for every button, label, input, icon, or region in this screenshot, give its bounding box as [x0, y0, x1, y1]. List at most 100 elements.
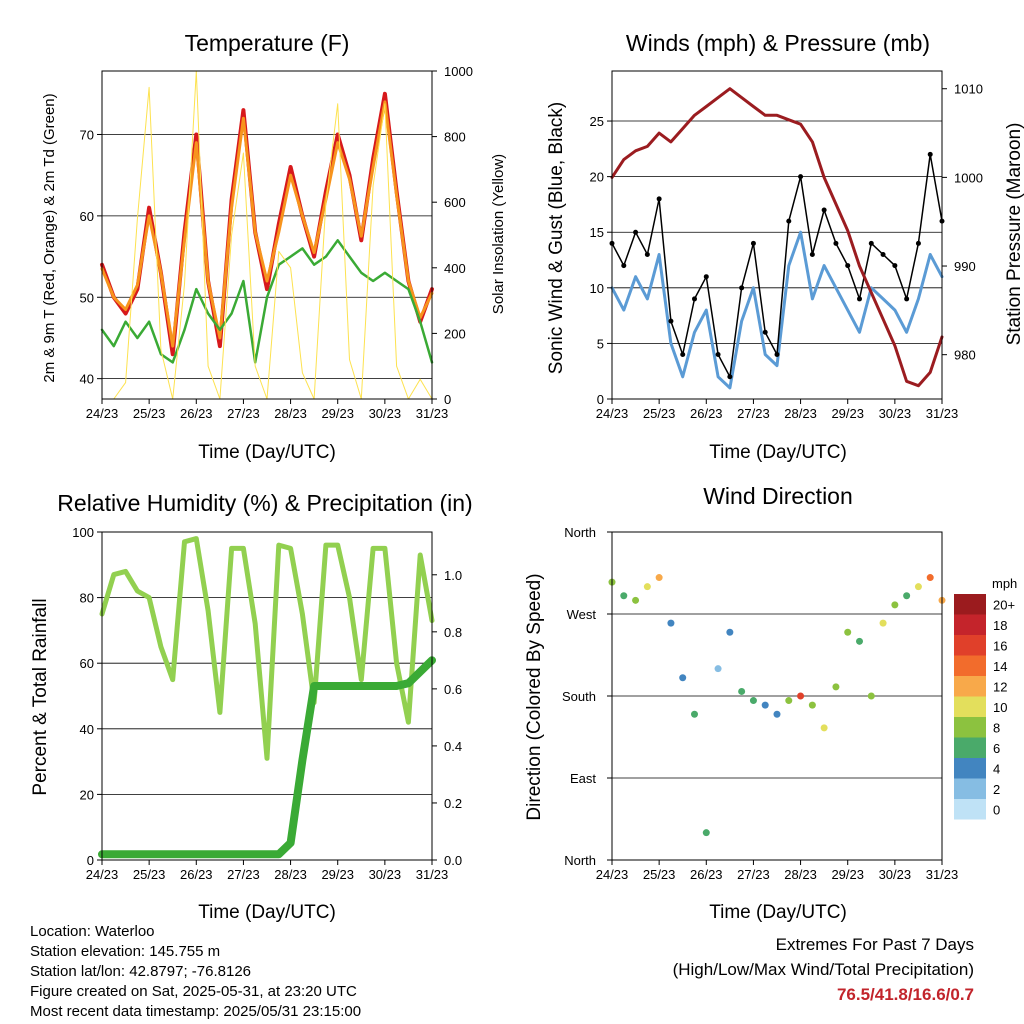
x-tick-label: 24/23	[86, 867, 119, 882]
y-tick-label: 80	[80, 591, 94, 606]
y-right-tick-label: 0.6	[444, 682, 462, 697]
y-right-tick-label: 1000	[444, 64, 473, 79]
y-tick-label: 40	[80, 372, 94, 387]
y-tick-label: 100	[72, 525, 94, 540]
y-right-tick-label: 1010	[954, 82, 983, 97]
station-info: Location: Waterloo Station elevation: 14…	[30, 922, 361, 1022]
wind-direction-ylabel: Direction (Colored By Speed)	[524, 573, 545, 820]
x-tick-label: 28/23	[784, 867, 817, 882]
colorbar-swatch	[954, 655, 986, 676]
winds-title: Winds (mph) & Pressure (mb)	[626, 30, 930, 56]
colorbar-label: 10	[993, 700, 1007, 715]
y-right-tick-label: 200	[444, 326, 466, 341]
direction-point	[632, 596, 640, 604]
gust-point	[868, 240, 874, 246]
direction-point	[926, 574, 934, 582]
colorbar-label: 2	[993, 782, 1000, 797]
x-tick-label: 25/23	[643, 406, 676, 421]
direction-point	[749, 697, 757, 705]
gust-point	[774, 352, 780, 358]
direction-point	[808, 701, 816, 709]
speed-colorbar: mph 20+ 18 16 14 12 10 8 6 4 2 0	[954, 576, 1017, 820]
y-right-tick-label: 400	[444, 261, 466, 276]
colorbar-swatch	[954, 799, 986, 820]
x-tick-label: 29/23	[831, 867, 864, 882]
plot-frame	[101, 70, 433, 400]
plot-frame	[101, 531, 433, 861]
x-tick-label: 31/23	[926, 867, 959, 882]
y-tick-label: North	[564, 525, 596, 540]
gust-point	[633, 229, 639, 235]
colorbar-label: 4	[993, 761, 1000, 776]
colorbar-swatch	[954, 594, 986, 615]
direction-point	[667, 619, 675, 627]
humidity-xlabel: Time (Day/UTC)	[198, 902, 336, 923]
colorbar-label: 14	[993, 659, 1007, 674]
colorbar-label: 6	[993, 741, 1000, 756]
colorbar-swatch	[954, 635, 986, 656]
x-tick-label: 24/23	[596, 406, 629, 421]
colorbar-swatch	[954, 737, 986, 758]
y-tick-label: North	[564, 853, 596, 868]
direction-point	[856, 637, 863, 645]
y-tick-label: 15	[590, 225, 604, 240]
gust-point	[880, 251, 886, 257]
y-tick-label: 0	[87, 853, 94, 868]
gust-point	[904, 296, 910, 302]
direction-point	[702, 829, 710, 837]
y-right-tick-label: 0	[444, 392, 451, 407]
x-tick-label: 31/23	[926, 406, 959, 421]
x-tick-label: 24/23	[596, 867, 629, 882]
pressure-ylabel: Station Pressure (Maroon)	[1004, 123, 1024, 346]
gust-point	[798, 174, 804, 180]
x-tick-label: 29/23	[321, 406, 354, 421]
gust-point	[621, 263, 627, 269]
gust-point	[915, 240, 921, 246]
x-tick-label: 25/23	[133, 867, 166, 882]
x-tick-label: 28/23	[784, 406, 817, 421]
y-tick-label: 60	[80, 656, 94, 671]
y-right-tick-label: 1.0	[444, 568, 462, 583]
y-right-tick-label: 800	[444, 130, 466, 145]
y-right-tick-label: 0.8	[444, 625, 462, 640]
direction-point	[738, 687, 746, 695]
gust-point	[715, 352, 721, 358]
direction-point	[726, 628, 734, 636]
wind-direction-xlabel: Time (Day/UTC)	[709, 902, 847, 923]
direction-point	[797, 692, 805, 700]
x-tick-label: 27/23	[737, 406, 770, 421]
gust-point	[821, 207, 827, 213]
x-tick-label: 25/23	[643, 867, 676, 882]
y-tick-label: 20	[80, 787, 94, 802]
y-right-tick-label: 990	[954, 259, 976, 274]
y-tick-label: 60	[80, 209, 94, 224]
pressure-line	[610, 87, 944, 388]
x-tick-label: 26/23	[690, 406, 723, 421]
gust-point	[845, 263, 851, 269]
latlon-text: Station lat/lon: 42.8797; -76.8126	[30, 963, 252, 980]
temperature-xlabel: Time (Day/UTC)	[198, 442, 336, 463]
extremes-values: 76.5/41.8/16.6/0.7	[836, 985, 974, 1004]
direction-point	[867, 692, 875, 700]
wind-line	[610, 230, 944, 390]
direction-point	[879, 619, 887, 627]
temperature-ylabel: 2m & 9m T (Red, Orange) & 2m Td (Green)	[41, 93, 58, 382]
direction-point	[643, 583, 651, 591]
gust-point	[703, 274, 709, 280]
direction-point	[773, 710, 781, 718]
x-tick-label: 27/23	[227, 406, 260, 421]
y-right-tick-label: 0.2	[444, 796, 462, 811]
gust-point	[857, 296, 862, 302]
y-tick-label: 0	[597, 392, 604, 407]
latest-text: Most recent data timestamp: 2025/05/31 2…	[30, 1003, 362, 1020]
wind-direction-panel: Wind Direction 24/23 25/23 26/23 27/23 28/23…	[524, 483, 1017, 923]
dewpoint-line	[100, 239, 434, 364]
extremes-title: Extremes For Past 7 Days	[775, 935, 974, 954]
direction-point	[785, 697, 793, 705]
x-tick-label: 31/23	[416, 867, 449, 882]
precip-line	[98, 656, 436, 859]
x-tick-label: 24/23	[86, 406, 119, 421]
direction-point	[620, 592, 628, 600]
plot-frame	[611, 70, 943, 400]
